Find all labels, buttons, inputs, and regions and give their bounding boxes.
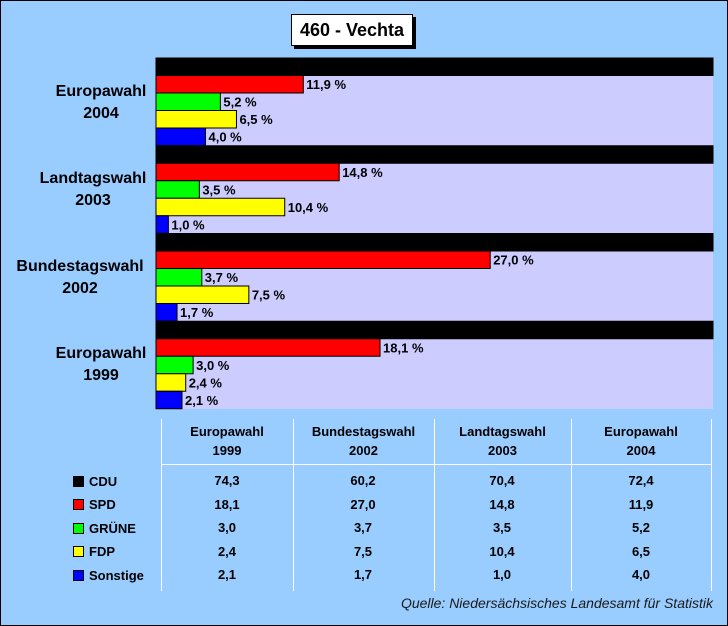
category-label-3: Europawahl 1999: [55, 345, 147, 384]
table-cell: 60,2: [350, 473, 376, 488]
table-cell: 1,0: [492, 567, 512, 582]
table-cell: 2,4: [217, 543, 237, 559]
table-cell: 3,0: [217, 520, 237, 535]
bar-sonstige-1: [155, 215, 169, 234]
data-label-fdp-3: 2,4 %: [189, 375, 223, 390]
table-cell: 1,7: [353, 567, 373, 582]
table-row-label-sonstige: Sonstige: [73, 566, 144, 584]
data-table: Europawahl 1999 Bundestagswahl 2002 Landta…: [1, 414, 727, 594]
bar-spd-2: [155, 250, 491, 269]
table-cell: 74,3: [214, 473, 240, 488]
bar-fdp-2: [155, 285, 250, 304]
table-cell: 70,4: [489, 473, 515, 488]
bar-spd-1: [155, 162, 340, 182]
table-row-label-cdu: CDU: [73, 472, 117, 490]
bar-cdu-1: [155, 145, 714, 164]
legend-swatch-sonstige: [73, 569, 84, 581]
table-cell: 5,2: [631, 520, 651, 535]
bar-chart: 11,9 % 5,2 % 6,5 % 4,0 % 14,8 % 3,5 % 10,4 % 1,…: [1, 1, 727, 411]
table-col-header-0: Europawahl 1999: [190, 424, 264, 458]
bar-fdp-1: [155, 197, 286, 217]
bar-cdu-2: [155, 233, 714, 252]
data-label-spd-2: 27,0 %: [493, 253, 534, 268]
data-label-grüne-3: 3,0 %: [196, 358, 230, 373]
data-label-sonstige-3: 2,1 %: [185, 393, 219, 408]
party-name: FDP: [89, 544, 115, 559]
bar-chart-svg: 11,9 % 5,2 % 6,5 % 4,0 % 14,8 % 3,5 % 10,4 % 1,…: [155, 57, 714, 410]
data-label-spd-3: 18,1 %: [383, 340, 424, 355]
table-row-label-spd: SPD: [73, 496, 116, 514]
chart-title: 460 - Vechta: [291, 14, 413, 46]
legend-swatch-spd: [73, 499, 84, 510]
table-cell: 6,5: [631, 543, 651, 559]
table-cell: 3,5: [492, 520, 512, 535]
bar-cdu-3: [155, 320, 714, 340]
table-cell: 7,5: [353, 543, 373, 559]
data-label-fdp-2: 7,5 %: [252, 288, 286, 303]
data-label-sonstige-1: 1,0 %: [171, 217, 205, 232]
category-label-1: Landtagswahl 2003: [39, 170, 147, 209]
bar-grüne-2: [155, 268, 203, 287]
data-label-grüne-1: 3,5 %: [202, 182, 236, 197]
bar-sonstige-0: [155, 127, 207, 146]
data-label-fdp-1: 10,4 %: [288, 200, 329, 215]
table-cell: 10,4: [489, 543, 515, 559]
table-row-label-fdp: FDP: [73, 543, 115, 561]
bar-spd-3: [155, 338, 381, 357]
table-cell: 4,0: [631, 567, 651, 582]
legend-swatch-grüne: [73, 522, 84, 534]
party-name: GRÜNE: [89, 520, 136, 536]
data-label-spd-1: 14,8 %: [342, 165, 383, 180]
category-label-2: Bundestagswahl 2002: [16, 258, 144, 297]
bar-cdu-0: [155, 57, 714, 76]
legend-swatch-cdu: [73, 475, 84, 487]
bar-sonstige-3: [155, 390, 183, 410]
party-name: Sonstige: [89, 567, 144, 583]
bar-spd-0: [155, 75, 304, 94]
table-cell: 2,1: [217, 567, 237, 582]
category-label-0: Europawahl 2004: [55, 83, 147, 122]
table-row-label-grüne: GRÜNE: [73, 519, 136, 537]
table-cell: 27,0: [350, 496, 376, 512]
table-cell: 72,4: [628, 473, 654, 488]
table-cell: 14,8: [489, 496, 515, 512]
legend-swatch-fdp: [73, 546, 84, 557]
table-col-header-1: Bundestagswahl 2002: [311, 424, 416, 458]
data-label-sonstige-2: 1,7 %: [180, 305, 214, 320]
table-cell: 3,7: [353, 520, 373, 535]
table-col-header-2: Landtagswahl 2003: [459, 424, 546, 458]
party-name: SPD: [89, 497, 116, 512]
data-label-spd-0: 11,9 %: [306, 77, 346, 92]
data-label-fdp-0: 6,5 %: [239, 112, 273, 127]
bar-sonstige-2: [155, 303, 178, 322]
table-col-header-3: Europawahl 2004: [604, 424, 678, 458]
party-name: CDU: [89, 473, 118, 489]
table-cell: 18,1: [214, 496, 240, 512]
source-note: Quelle: Niedersächsisches Landesamt für …: [400, 595, 713, 611]
data-label-sonstige-0: 4,0 %: [209, 130, 243, 145]
table-cell: 11,9: [628, 496, 654, 512]
data-label-grüne-2: 3,7 %: [205, 270, 239, 285]
data-label-grüne-0: 5,2 %: [223, 95, 257, 110]
